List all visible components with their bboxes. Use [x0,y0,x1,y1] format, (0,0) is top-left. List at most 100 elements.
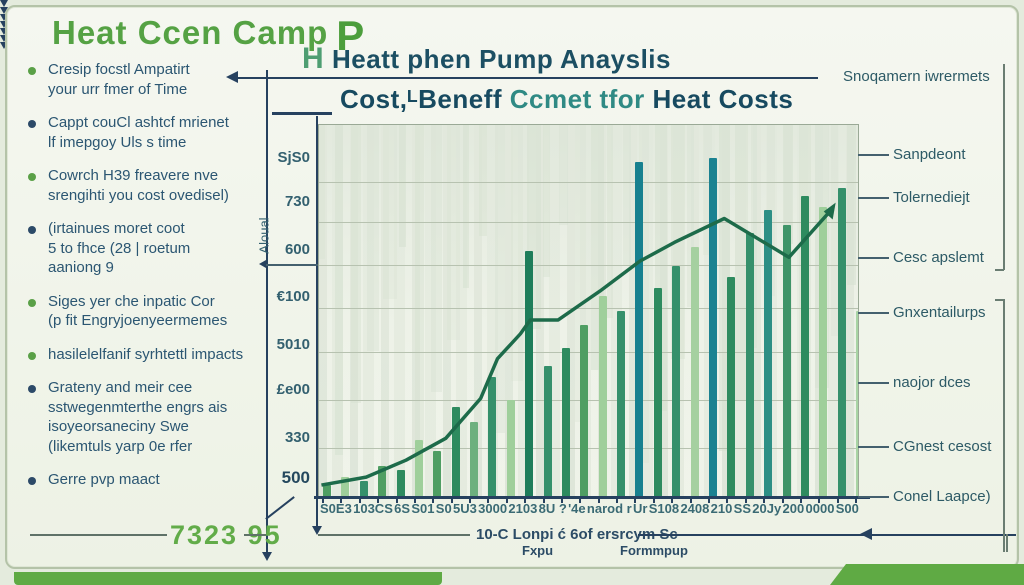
bullet-icon [28,226,36,234]
bar [525,251,534,496]
right-bracket-lower [1003,299,1005,552]
sidebar-item-line: (likemtuls yarp 0e rfer [48,437,193,455]
x-axis-tick-mark [395,498,398,503]
bullet-icon [28,67,36,75]
y-tick-label: £e00 [276,381,310,398]
number-leader-line-right [244,534,266,536]
top-right-annotation: Snoqamern iwrermets [843,68,990,85]
background-stripe [639,125,649,463]
x-tick-label: narod r [586,501,632,516]
bar [672,265,681,496]
page-title: Heat Ccen Camp P [52,12,365,60]
callout-label: Gnxentailurps [893,304,986,321]
background-stripe [447,125,460,341]
callout-leader-line [858,382,889,384]
y-tick-label: 730 [284,193,310,210]
down-arrowhead-icon [262,552,272,561]
background-stripe [575,125,586,422]
background-stripe [767,125,775,296]
x-axis-tick-mark [487,498,490,503]
sidebar-item-line: lf imepgoy Uls s time [48,133,187,151]
x-tick-label: 0000 [805,501,835,516]
bar [727,277,736,496]
bar [561,347,570,496]
bar [617,310,626,496]
right-bracket-upper [1003,64,1005,270]
sidebar-item-line: your urr fmer of Time [48,80,188,98]
sidebar-item-line: aaniong 9 [48,259,114,276]
y-tick-label: €100 [276,288,310,305]
x-tick-label: S108 [648,501,680,516]
bar [709,158,717,496]
sidebar-item-line: hasilelelfanif syrhtettl impacts [48,345,244,363]
background-stripe [687,125,694,307]
y-axis-arrowhead-icon [0,21,8,28]
sidebar-item-line: 5 to fhce (28 | roetum [48,239,191,257]
x-axis-tick-mark [836,498,839,503]
subtitle-underline-fragment [272,112,332,115]
x-axis-tick-mark [505,498,508,503]
chart-subtitle-part2: Ccmet tfor [509,84,653,114]
sidebar-item-line: sstwegenmterthe engrs ais [48,398,228,416]
gridline [319,222,858,223]
gridline [319,265,858,266]
sidebar-item-text: Cresip focstl Ampatirt your urr fmer of T… [48,60,190,99]
bottom-left-arrowhead-icon [860,528,872,540]
background-stripe [847,125,856,285]
bullet-icon [28,477,36,485]
callout-leader-line [858,496,889,498]
x-tick-label: S0 [435,501,452,516]
x-axis-line [314,496,870,499]
sidebar-item-text: Siges yer che inpatic Cor (p fit Engryjoe… [48,292,227,331]
x-axis-tick-mark [542,498,545,503]
sidebar-bullet-item: (irtainues moret coot 5 to fhce (28 | roe… [18,219,268,278]
trend-line-chart [321,202,836,487]
sidebar-bullet-item: Cresip focstl Ampatirt your urr fmer of T… [18,60,268,99]
x-axis-tick-mark [744,498,747,503]
callout-leader-line [858,197,889,199]
chart-subtitle-part1: Cost,ᴸBeneff [340,84,510,114]
callout-label: naojor dces [893,374,971,391]
background-stripe [479,125,487,237]
x-tick-label: 3000 [478,501,508,516]
background-stripe [511,125,523,381]
x-axis-tick-mark [413,498,416,503]
page-title-text: Heat Ccen Camp [52,14,329,51]
background-stripe [543,125,550,278]
bar [543,366,552,496]
chart-plot-area [318,124,859,497]
y-axis-arrowhead-icon [0,0,8,7]
y-tick-label: 330 [284,429,310,446]
x-axis-tick-mark [726,498,729,503]
background-stripe [415,125,424,445]
x-axis-tick-mark [799,498,802,503]
sidebar-item-text: Cowrch H39 freavere nve srengihti you cos… [48,166,229,205]
x-axis-tick-mark [432,498,435,503]
bar [819,206,828,496]
callout-label: Conel Laapce) [893,488,991,505]
x-axis-tick-mark [524,498,527,503]
x-axis-tick-mark [450,498,453,503]
bar [690,247,699,496]
x-tick-label: 103CS [353,501,393,516]
title-underline-arrow-line [236,77,818,79]
bar [378,466,387,496]
bottom-caption-line-left [318,534,470,536]
x-axis-tick-mark [560,498,563,503]
x-axis-tick-mark [358,498,361,503]
y-axis-arrowhead-icon [0,28,8,35]
x-tick-label: 5U3 [453,501,477,516]
x-tick-label: 20Jy [752,501,782,516]
x-tick-label: 210 [710,501,733,516]
callout-label: Cesc apslemt [893,249,984,266]
y-axis-arrowhead-icon [0,35,8,42]
x-axis-tick-mark [708,498,710,503]
right-bracket-upper-tick [995,269,1004,271]
background-stripe [399,125,406,248]
x-tick-label: 2103 [508,501,538,516]
background-stripe [559,125,568,226]
bar [837,188,846,496]
sidebar-bullet-item: Siges yer che inpatic Cor (p fit Engryjoe… [18,292,268,331]
chart-title-h-icon: H [302,42,324,75]
sidebar-item-line: Cresip focstl Ampatirt [48,61,190,78]
